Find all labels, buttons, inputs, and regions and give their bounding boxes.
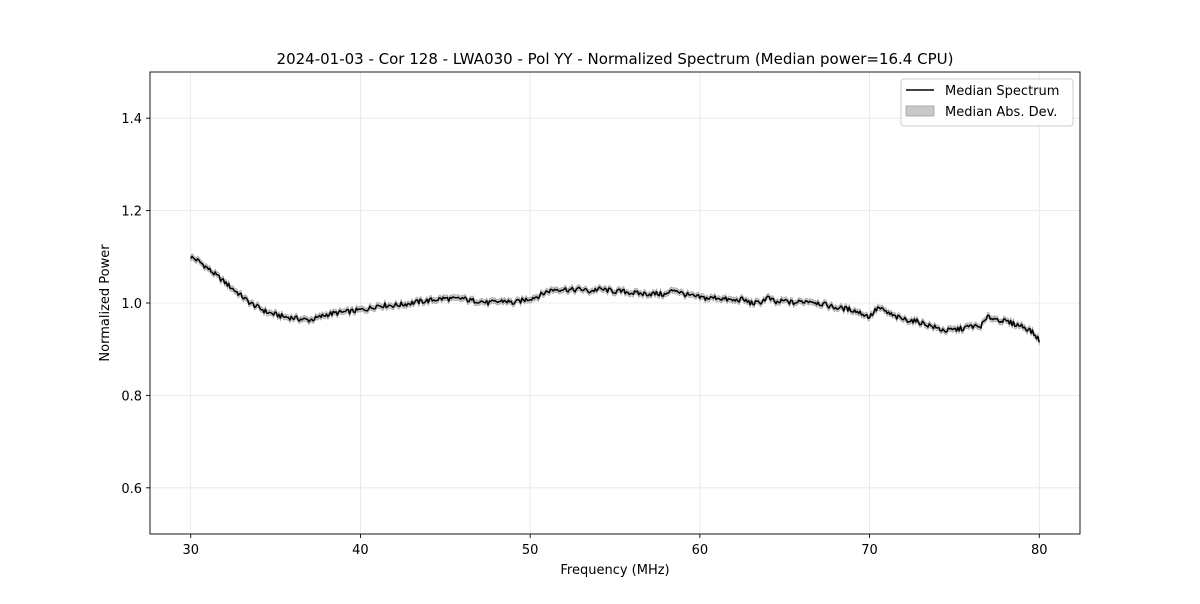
series-band (190, 253, 1040, 346)
x-tick-label: 30 (182, 543, 199, 558)
y-tick-label: 0.6 (121, 482, 142, 497)
series-line (190, 255, 1040, 343)
legend-label-mad: Median Abs. Dev. (945, 105, 1057, 120)
y-axis-label: Normalized Power (98, 244, 113, 362)
y-tick-label: 0.8 (121, 389, 142, 404)
x-ticks: 30 40 50 60 70 80 (182, 534, 1048, 558)
legend-label-median-spectrum: Median Spectrum (945, 84, 1059, 99)
x-axis-label: Frequency (MHz) (560, 563, 669, 578)
legend-band-swatch (905, 105, 935, 117)
x-tick-label: 40 (352, 543, 369, 558)
x-tick-label: 80 (1031, 543, 1048, 558)
y-tick-label: 1.2 (121, 205, 142, 220)
x-tick-label: 60 (692, 543, 709, 558)
x-tick-label: 50 (522, 543, 539, 558)
legend: Median Spectrum Median Abs. Dev. (900, 78, 1074, 127)
y-ticks: 0.6 0.8 1.0 1.2 1.4 (121, 112, 150, 497)
x-tick-label: 70 (861, 543, 878, 558)
chart-title: 2024-01-03 - Cor 128 - LWA030 - Pol YY -… (277, 50, 954, 68)
y-tick-label: 1.4 (121, 112, 142, 127)
y-tick-label: 1.0 (121, 297, 142, 312)
legend-box (900, 78, 1074, 127)
